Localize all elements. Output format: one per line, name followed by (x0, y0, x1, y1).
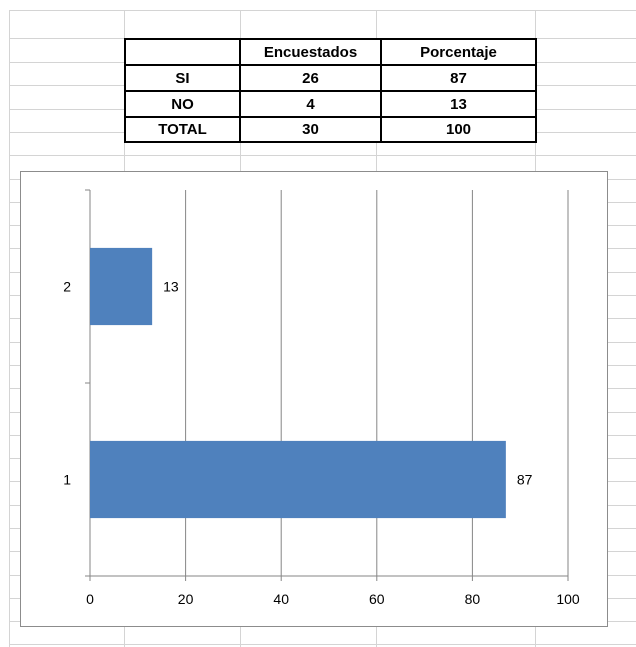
x-tick-label: 0 (86, 591, 94, 607)
table-cell[interactable]: 100 (380, 116, 537, 143)
table-cell[interactable]: 4 (239, 90, 382, 118)
table-cell[interactable]: NO (124, 90, 241, 118)
table-header-porcentaje[interactable]: Porcentaje (380, 38, 537, 66)
table-header-cell[interactable] (124, 38, 241, 66)
y-category-label: 2 (63, 279, 71, 295)
table-row: TOTAL 30 100 (124, 116, 537, 143)
bar[interactable] (90, 247, 153, 326)
bar[interactable] (90, 440, 506, 519)
bar-chart[interactable]: 0 20 40 60 80 100 1 87 2 13 (20, 171, 608, 627)
x-tick-label: 100 (556, 591, 580, 607)
x-tick-label: 60 (369, 591, 385, 607)
table-row: NO 4 13 (124, 90, 537, 118)
table-header-encuestados[interactable]: Encuestados (239, 38, 382, 66)
bar-data-label: 13 (163, 279, 179, 295)
table-row: SI 26 87 (124, 64, 537, 92)
x-tick-label: 20 (178, 591, 194, 607)
bar-data-label: 87 (517, 472, 533, 488)
table-cell[interactable]: 87 (380, 64, 537, 92)
x-tick-label: 80 (465, 591, 481, 607)
table-cell[interactable]: TOTAL (124, 116, 241, 143)
table-cell[interactable]: SI (124, 64, 241, 92)
table-cell[interactable]: 30 (239, 116, 382, 143)
table-cell[interactable]: 26 (239, 64, 382, 92)
chart-canvas: 0 20 40 60 80 100 1 87 2 13 (63, 189, 580, 607)
survey-table: Encuestados Porcentaje SI 26 87 NO 4 13 … (124, 38, 537, 143)
y-category-label: 1 (63, 472, 71, 488)
table-cell[interactable]: 13 (380, 90, 537, 118)
table-header-row: Encuestados Porcentaje (124, 38, 537, 66)
x-tick-label: 40 (273, 591, 289, 607)
